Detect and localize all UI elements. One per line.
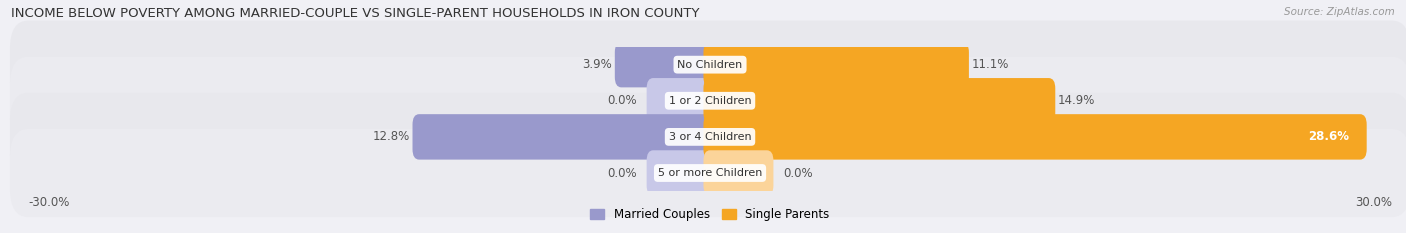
FancyBboxPatch shape — [10, 93, 1406, 181]
Text: 0.0%: 0.0% — [607, 167, 637, 179]
FancyBboxPatch shape — [703, 114, 1367, 160]
Text: 3.9%: 3.9% — [582, 58, 612, 71]
FancyBboxPatch shape — [647, 78, 717, 123]
Text: 28.6%: 28.6% — [1308, 130, 1348, 143]
FancyBboxPatch shape — [10, 57, 1406, 145]
Text: 0.0%: 0.0% — [783, 167, 813, 179]
FancyBboxPatch shape — [412, 114, 717, 160]
Text: 12.8%: 12.8% — [373, 130, 411, 143]
Text: 5 or more Children: 5 or more Children — [658, 168, 762, 178]
Text: 11.1%: 11.1% — [972, 58, 1008, 71]
Text: No Children: No Children — [678, 60, 742, 70]
Text: 3 or 4 Children: 3 or 4 Children — [669, 132, 751, 142]
FancyBboxPatch shape — [647, 150, 717, 196]
FancyBboxPatch shape — [10, 129, 1406, 217]
Text: 30.0%: 30.0% — [1355, 196, 1392, 209]
Text: Source: ZipAtlas.com: Source: ZipAtlas.com — [1284, 7, 1395, 17]
FancyBboxPatch shape — [614, 42, 717, 87]
Text: 0.0%: 0.0% — [607, 94, 637, 107]
Legend: Married Couples, Single Parents: Married Couples, Single Parents — [586, 203, 834, 226]
Text: 1 or 2 Children: 1 or 2 Children — [669, 96, 751, 106]
FancyBboxPatch shape — [703, 150, 773, 196]
Text: 14.9%: 14.9% — [1057, 94, 1095, 107]
FancyBboxPatch shape — [10, 21, 1406, 109]
Text: -30.0%: -30.0% — [28, 196, 69, 209]
Text: INCOME BELOW POVERTY AMONG MARRIED-COUPLE VS SINGLE-PARENT HOUSEHOLDS IN IRON CO: INCOME BELOW POVERTY AMONG MARRIED-COUPL… — [11, 7, 700, 20]
FancyBboxPatch shape — [703, 42, 969, 87]
FancyBboxPatch shape — [703, 78, 1056, 123]
